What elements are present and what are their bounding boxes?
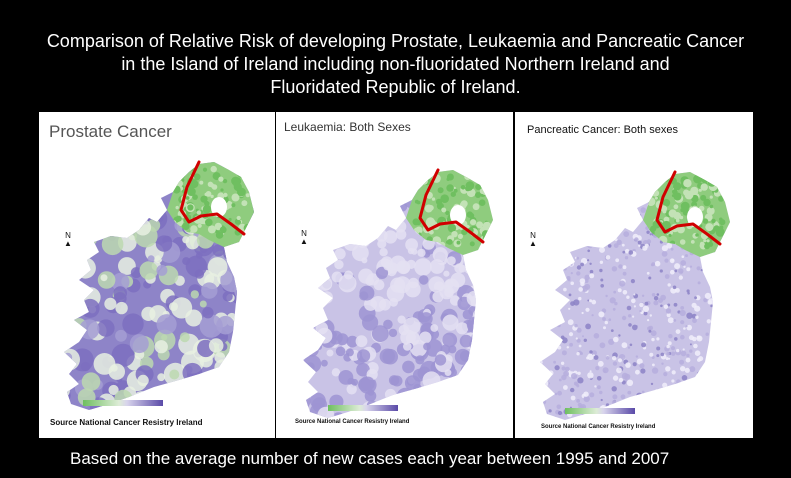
- page-title: Comparison of Relative Risk of developin…: [0, 30, 791, 99]
- panel-title-pancreatic: Pancreatic Cancer: Both sexes: [527, 124, 679, 136]
- map-panel-pancreatic: Pancreatic Cancer: Both sexes N ▲ Source …: [515, 112, 753, 438]
- title-line-2: in the Island of Ireland including non-f…: [121, 54, 670, 74]
- source-label: Source National Cancer Resistry Ireland: [295, 419, 410, 425]
- map-panel-leukaemia: Leukaemia: Both Sexes N ▲ Source National…: [276, 112, 513, 438]
- source-label: Source National Cancer Resistry Ireland: [50, 418, 203, 427]
- ireland-map-leukaemia: [303, 168, 493, 418]
- legend-bar: [328, 405, 398, 411]
- source-label: Source National Cancer Resistry Ireland: [541, 424, 656, 430]
- lough-neagh: [211, 197, 227, 217]
- title-line-1: Comparison of Relative Risk of developin…: [46, 31, 745, 51]
- legend-bar: [83, 400, 163, 406]
- ireland-map-prostate: [64, 160, 254, 410]
- lough-neagh: [687, 207, 703, 227]
- panel-title-leukaemia: Leukaemia: Both Sexes: [284, 120, 411, 134]
- north-arrow-icon: N ▲: [64, 231, 72, 248]
- border-line: [655, 170, 722, 246]
- north-arrow-icon: N ▲: [300, 229, 308, 246]
- map-panel-prostate: Prostate Cancer N ▲ Source National Cance…: [39, 112, 275, 438]
- border-line: [418, 168, 485, 244]
- legend-bar: [565, 408, 635, 414]
- footer-note: Based on the average number of new cases…: [70, 449, 670, 468]
- ireland-map-pancreatic: [540, 170, 730, 420]
- border-line: [179, 160, 246, 236]
- title-line-3: Fluoridated Republic of Ireland.: [270, 77, 521, 97]
- lough-neagh: [450, 205, 466, 225]
- north-arrow-icon: N ▲: [529, 231, 537, 248]
- panel-title-prostate: Prostate Cancer: [49, 122, 172, 141]
